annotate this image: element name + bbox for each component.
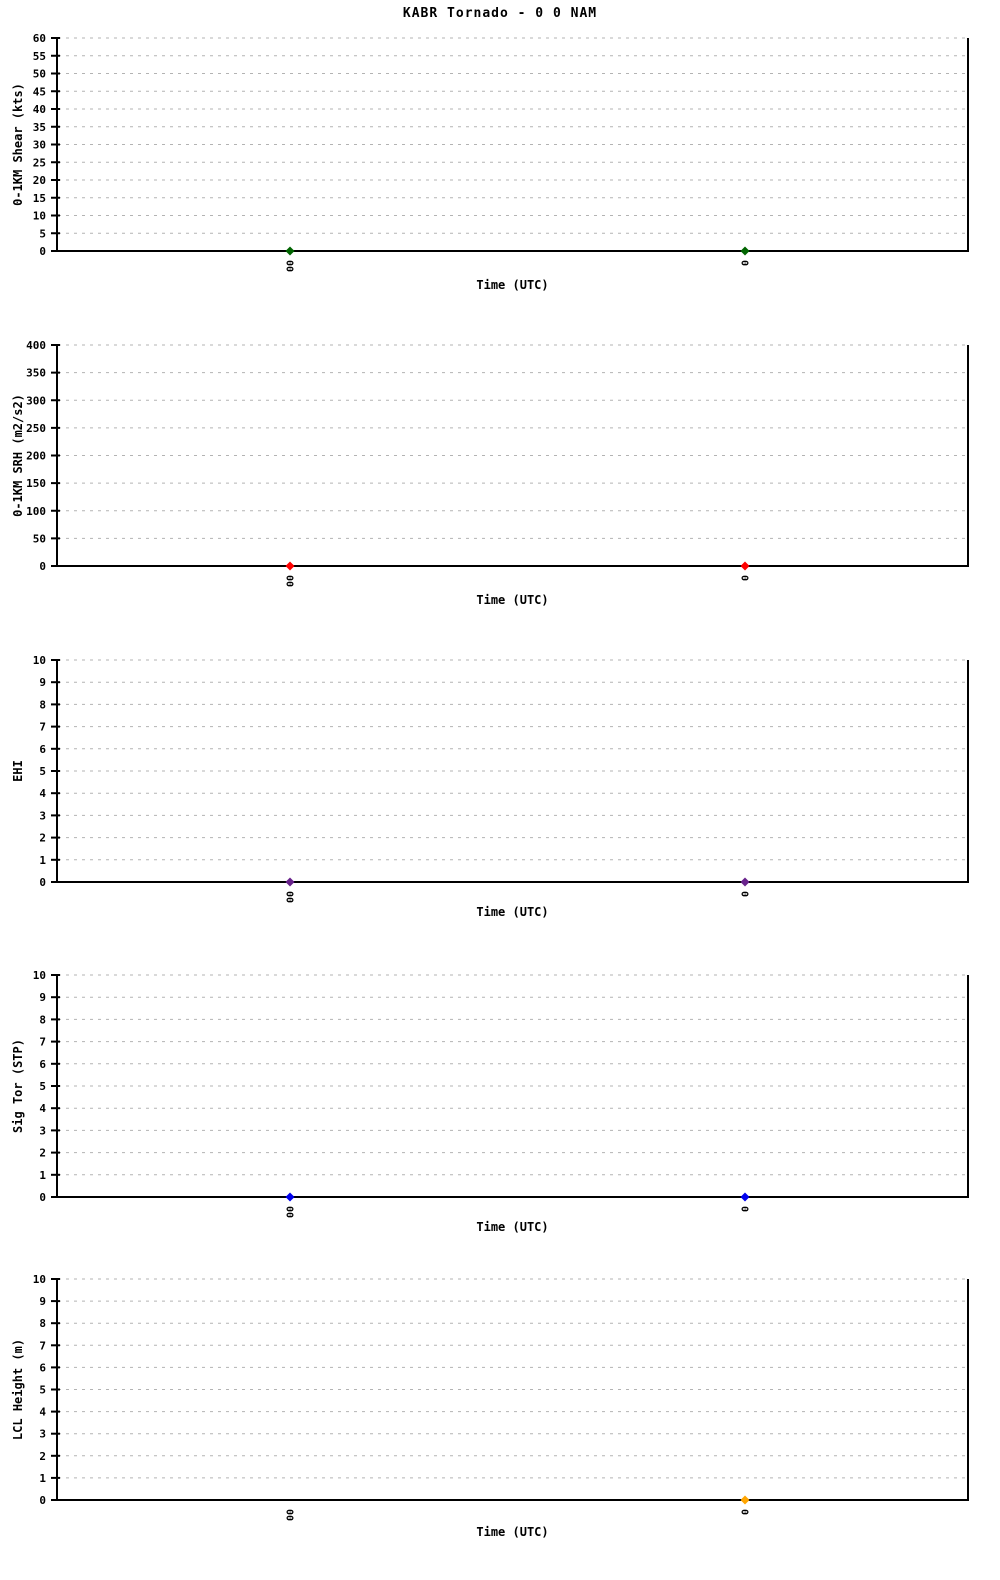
y-tick-label: 6	[39, 1058, 46, 1071]
y-tick-label: 7	[39, 1339, 46, 1352]
y-tick-label: 5	[39, 765, 46, 778]
x-tick-label: 0	[739, 891, 750, 897]
x-axis-label: Time (UTC)	[476, 278, 548, 292]
y-tick-label: 4	[39, 1406, 46, 1419]
y-tick-label: 400	[26, 339, 46, 352]
y-tick-label: 350	[26, 367, 46, 380]
y-tick-label: 6	[39, 743, 46, 756]
y-tick-label: 9	[39, 1295, 46, 1308]
y-axis-label: 0-1KM Shear (kts)	[11, 83, 25, 206]
y-tick-label: 35	[33, 121, 46, 134]
x-tick-label: 00	[284, 1509, 295, 1521]
y-tick-label: 25	[33, 156, 46, 169]
x-tick-label: 00	[284, 575, 295, 587]
y-tick-label: 15	[33, 192, 46, 205]
x-tick-label: 00	[284, 1206, 295, 1218]
y-tick-label: 0	[39, 560, 46, 573]
y-tick-label: 45	[33, 85, 46, 98]
x-axis-label: Time (UTC)	[476, 593, 548, 607]
y-tick-label: 50	[33, 532, 46, 545]
y-tick-label: 8	[39, 1317, 46, 1330]
data-point	[740, 877, 750, 887]
y-tick-label: 10	[33, 969, 46, 982]
y-tick-label: 2	[39, 1450, 46, 1463]
x-tick-label: 00	[284, 891, 295, 903]
y-tick-label: 1	[39, 1169, 46, 1182]
x-tick-label: 0	[739, 1206, 750, 1212]
y-tick-label: 50	[33, 68, 46, 81]
data-point	[285, 246, 295, 256]
y-tick-label: 20	[33, 174, 46, 187]
y-axis-label: EHI	[11, 760, 25, 782]
data-point	[285, 877, 295, 887]
y-axis-label: 0-1KM SRH (m2/s2)	[11, 394, 25, 517]
y-axis-label: LCL Height (m)	[11, 1339, 25, 1440]
y-tick-label: 10	[33, 1273, 46, 1286]
y-tick-label: 0	[39, 1191, 46, 1204]
y-tick-label: 30	[33, 139, 46, 152]
y-tick-label: 3	[39, 1428, 46, 1441]
y-tick-label: 1	[39, 854, 46, 867]
y-tick-label: 9	[39, 676, 46, 689]
y-tick-label: 0	[39, 1494, 46, 1507]
y-tick-label: 3	[39, 1124, 46, 1137]
y-tick-label: 5	[39, 227, 46, 240]
chart-0-1km-shear-kts: 0 5 10 15 20 25 30 35 40 45 50 55 60 0-1KM Shear (kts…	[11, 32, 969, 292]
y-tick-label: 7	[39, 1036, 46, 1049]
x-tick-label: 00	[284, 260, 295, 272]
y-tick-label: 10	[33, 210, 46, 223]
y-tick-label: 60	[33, 32, 46, 45]
y-tick-label: 9	[39, 991, 46, 1004]
data-point	[740, 1192, 750, 1202]
y-tick-label: 4	[39, 1102, 46, 1115]
y-tick-label: 2	[39, 1147, 46, 1160]
x-tick-label: 0	[739, 260, 750, 266]
y-tick-label: 10	[33, 654, 46, 667]
y-axis-label: Sig Tor (STP)	[11, 1039, 25, 1133]
y-tick-label: 7	[39, 721, 46, 734]
y-tick-label: 5	[39, 1384, 46, 1397]
y-tick-label: 0	[39, 876, 46, 889]
data-point	[740, 561, 750, 571]
y-tick-label: 4	[39, 787, 46, 800]
page-title: KABR Tornado - 0 0 NAM	[402, 6, 598, 21]
y-tick-label: 200	[26, 450, 46, 463]
y-tick-label: 8	[39, 698, 46, 711]
x-axis-label: Time (UTC)	[476, 1525, 548, 1539]
y-tick-label: 5	[39, 1080, 46, 1093]
data-point	[285, 1192, 295, 1202]
y-tick-label: 55	[33, 50, 46, 63]
y-tick-label: 150	[26, 477, 46, 490]
y-tick-label: 2	[39, 832, 46, 845]
y-tick-label: 100	[26, 505, 46, 518]
y-tick-label: 8	[39, 1013, 46, 1026]
y-tick-label: 0	[39, 245, 46, 258]
y-tick-label: 250	[26, 422, 46, 435]
y-tick-label: 3	[39, 809, 46, 822]
data-point	[740, 246, 750, 256]
chart-0-1km-srh-m2-s2: 0 50 100 150 200 250 300 350 400 0-1KM SRH (m2/s2…	[11, 339, 969, 607]
x-tick-label: 0	[739, 575, 750, 581]
x-axis-label: Time (UTC)	[476, 905, 548, 919]
data-point	[285, 561, 295, 571]
y-tick-label: 40	[33, 103, 46, 116]
y-tick-label: 1	[39, 1472, 46, 1485]
y-tick-label: 300	[26, 394, 46, 407]
x-axis-label: Time (UTC)	[476, 1220, 548, 1234]
data-point	[740, 1495, 750, 1505]
y-tick-label: 6	[39, 1361, 46, 1374]
x-tick-label: 0	[739, 1509, 750, 1515]
